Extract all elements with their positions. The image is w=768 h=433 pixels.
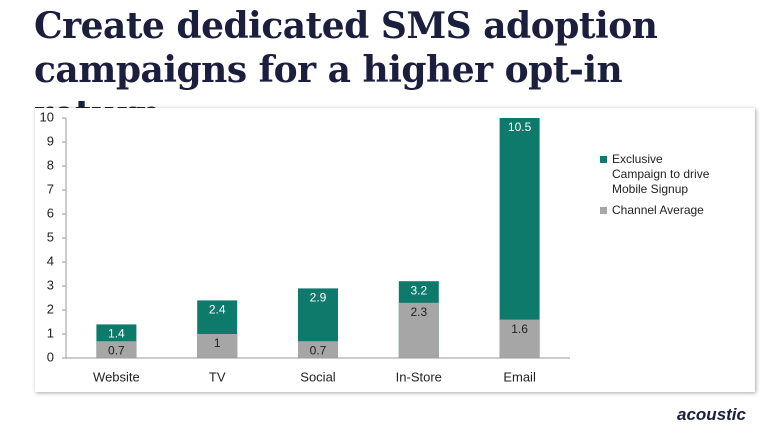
data-label: 3.2 (410, 283, 427, 297)
data-label: 10.5 (508, 120, 532, 134)
bar (398, 302, 439, 358)
data-label: 2.4 (209, 303, 226, 317)
legend-label: Exclusive Campaign to drive Mobile Signu… (612, 152, 710, 196)
y-tick-label: 7 (47, 181, 54, 196)
y-tick-label: 9 (47, 133, 54, 148)
brand-logo: acoustic (677, 405, 746, 424)
x-tick-label: Social (300, 369, 336, 384)
x-tick-label: Email (503, 369, 536, 384)
y-tick-label: 8 (47, 157, 54, 172)
data-label: 2.9 (310, 291, 327, 305)
data-label: 1.4 (108, 327, 125, 341)
y-tick-label: 4 (47, 253, 54, 268)
bar (298, 341, 338, 358)
y-tick-label: 0 (47, 349, 54, 364)
legend-item: Exclusive Campaign to drive Mobile Signu… (600, 152, 720, 197)
y-tick-label: 6 (47, 205, 54, 220)
y-tick-label: 2 (47, 301, 54, 316)
chart-frame (35, 108, 755, 392)
y-tick-label: 1 (47, 325, 54, 340)
y-tick-label: 3 (47, 277, 54, 292)
y-tick-label: 5 (47, 229, 54, 244)
legend: Exclusive Campaign to drive Mobile Signu… (600, 152, 720, 224)
data-label: 1 (214, 336, 221, 350)
legend-swatch (600, 156, 607, 163)
legend-swatch (600, 207, 607, 214)
data-label: 1.6 (511, 322, 528, 336)
y-tick-label: 10 (40, 109, 54, 124)
legend-label: Channel Average (612, 203, 704, 217)
bar (96, 341, 137, 358)
bar (499, 118, 540, 358)
legend-item: Channel Average (600, 203, 720, 218)
bar (197, 334, 238, 358)
data-label: 2.3 (410, 305, 427, 319)
bar (499, 319, 540, 358)
bars (96, 118, 540, 358)
page-title: Create dedicated SMS adoption campaigns … (34, 5, 658, 135)
data-label: 0.7 (310, 343, 327, 357)
x-tick-label: TV (209, 369, 226, 384)
x-tick-label: Website (93, 369, 140, 384)
data-label: 0.7 (108, 343, 125, 357)
x-tick-label: In-Store (396, 369, 442, 384)
